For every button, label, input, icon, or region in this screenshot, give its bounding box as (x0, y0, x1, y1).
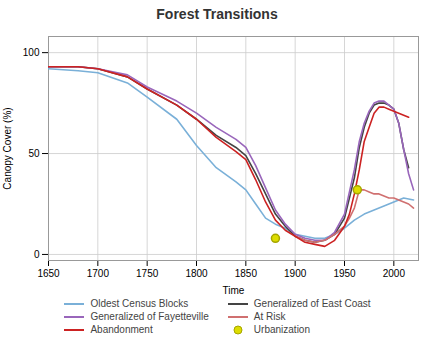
svg-text:1800: 1800 (185, 268, 208, 279)
svg-text:1950: 1950 (333, 268, 356, 279)
svg-text:1700: 1700 (87, 268, 110, 279)
html-text:Generalized of Fayetteville: Generalized of Fayetteville (90, 311, 209, 322)
html-text:Urbanization: Urbanization (253, 324, 310, 335)
svg-text:50: 50 (28, 148, 40, 159)
html-text:Oldest Census Blocks: Oldest Census Blocks (90, 298, 189, 309)
html-text:Forest Transitions: Forest Transitions (156, 6, 278, 22)
svg-text:100: 100 (23, 47, 40, 58)
svg-text:1750: 1750 (136, 268, 159, 279)
html-text:Abandonment: Abandonment (90, 324, 153, 335)
html-text:Generalized of East Coast: Generalized of East Coast (253, 298, 371, 309)
svg-text:1850: 1850 (235, 268, 258, 279)
svg-text:Canopy Cover (%): Canopy Cover (%) (2, 107, 13, 189)
svg-text:Time: Time (223, 285, 245, 296)
html-text:At Risk: At Risk (253, 311, 286, 322)
svg-text:2000: 2000 (383, 268, 406, 279)
svg-text:1900: 1900 (284, 268, 307, 279)
svg-text:1650: 1650 (37, 268, 60, 279)
svg-text:0: 0 (34, 249, 40, 260)
